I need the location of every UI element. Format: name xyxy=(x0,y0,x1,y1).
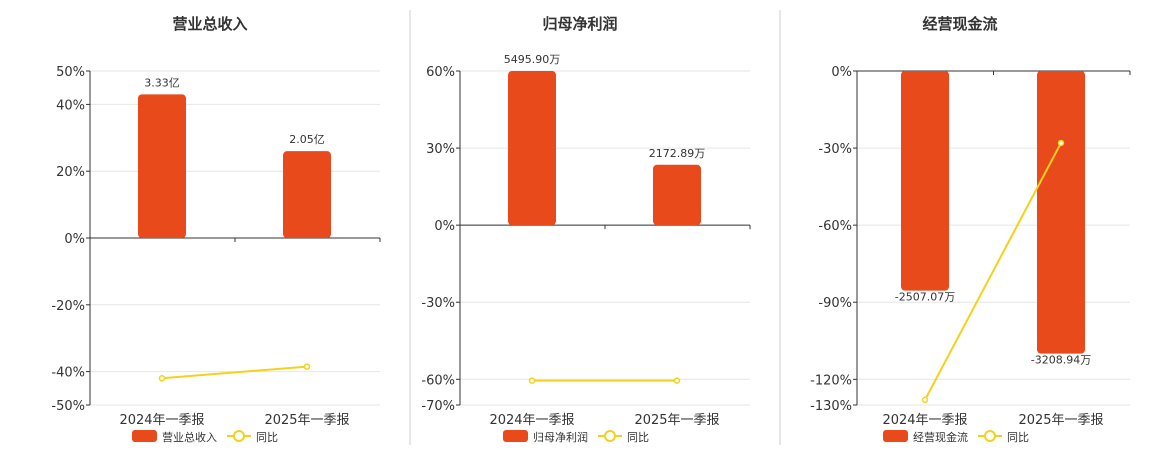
y-tick-label: 20% xyxy=(56,165,85,180)
y-tick-label: -20% xyxy=(51,299,85,314)
chart-title: 营业总收入 xyxy=(172,15,247,33)
bar-data-label: -3208.94万 xyxy=(1031,354,1091,367)
yoy-point xyxy=(673,377,681,384)
bar xyxy=(138,94,186,238)
yoy-line xyxy=(924,142,1062,401)
y-tick-label: 30% xyxy=(426,142,455,157)
legend-bar-swatch xyxy=(132,430,157,442)
bar-data-label: 3.33亿 xyxy=(144,76,180,89)
yoy-point xyxy=(921,396,929,404)
bar-data-label: 2172.89万 xyxy=(649,147,706,160)
x-category-label: 2025年一季报 xyxy=(634,413,719,428)
y-tick-label: -60% xyxy=(421,373,455,388)
yoy-point xyxy=(528,377,536,384)
legend-bar-swatch xyxy=(503,430,528,442)
y-tick-label: 60% xyxy=(426,65,455,80)
bar xyxy=(283,151,331,238)
x-category-label: 2025年一季报 xyxy=(264,413,349,428)
legend-line-label: 同比 xyxy=(627,431,649,444)
bar xyxy=(508,71,556,226)
y-tick-label: 0% xyxy=(434,219,455,234)
yoy-point xyxy=(303,363,311,370)
y-tick-label: -40% xyxy=(51,366,85,381)
legend-bar-label: 经营现金流 xyxy=(913,430,968,444)
y-tick-label: 40% xyxy=(56,98,85,113)
y-tick-label: 0% xyxy=(64,232,85,247)
bar-data-label: 5495.90万 xyxy=(504,53,561,66)
bar xyxy=(901,71,949,291)
x-category-label: 2024年一季报 xyxy=(489,413,574,428)
bar-data-label: -2507.07万 xyxy=(895,291,955,304)
y-tick-label: -30% xyxy=(818,142,852,157)
y-tick-label: -30% xyxy=(421,296,455,311)
legend-bar-swatch xyxy=(883,430,908,442)
legend-bar-label: 营业总收入 xyxy=(162,430,217,444)
y-tick-label: 50% xyxy=(56,65,85,80)
chart-title: 归母净利润 xyxy=(542,15,617,33)
bar-data-label: 2.05亿 xyxy=(289,133,325,146)
yoy-line xyxy=(161,365,308,380)
bar xyxy=(1037,71,1085,354)
legend-line-marker xyxy=(233,430,245,442)
legend-line-label: 同比 xyxy=(256,431,278,444)
y-tick-label: -70% xyxy=(421,399,455,414)
y-tick-label: -130% xyxy=(810,399,852,414)
yoy-point xyxy=(158,375,166,382)
y-tick-label: -60% xyxy=(818,219,852,234)
y-tick-label: -120% xyxy=(810,373,852,388)
chart-title: 经营现金流 xyxy=(922,15,997,33)
legend-line-marker xyxy=(604,430,616,442)
legend-bar-label: 归母净利润 xyxy=(533,430,588,444)
y-tick-label: -50% xyxy=(51,399,85,414)
x-category-label: 2024年一季报 xyxy=(119,413,204,428)
legend-line-marker xyxy=(984,430,996,442)
y-tick-label: 0% xyxy=(831,65,852,80)
x-category-label: 2024年一季报 xyxy=(882,413,967,428)
x-category-label: 2025年一季报 xyxy=(1018,413,1103,428)
legend-line-label: 同比 xyxy=(1007,431,1029,444)
yoy-point xyxy=(1057,139,1065,147)
y-tick-label: -90% xyxy=(818,296,852,311)
bar xyxy=(653,164,701,226)
